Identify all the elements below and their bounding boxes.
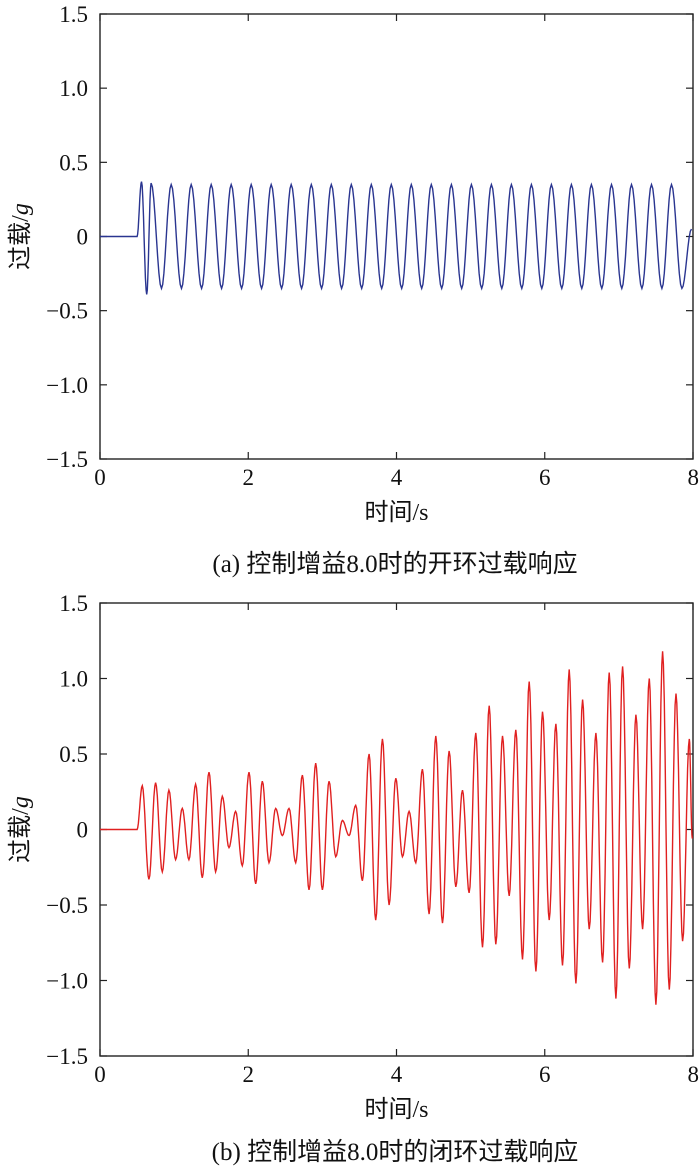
chart-b-series-line	[100, 651, 693, 1005]
chart-b-ytick-label-0: −1.5	[46, 1044, 88, 1069]
chart-b: 0 2 4 6 8 −1.5 −1.0 −0.5 0 0.5 1.0 1.5 时…	[7, 591, 699, 1166]
chart-a-ytick-label-5: 1.0	[59, 76, 88, 101]
chart-a-xtick-label-4: 8	[688, 465, 700, 490]
chart-b-y-axis-label-main: 过载/	[7, 808, 34, 863]
chart-a-series-line	[100, 181, 693, 295]
chart-a-ytick-label-6: 1.5	[59, 2, 88, 27]
chart-a-y-axis-label-main: 过载/	[7, 215, 34, 270]
chart-a-ytick-label-3: 0	[77, 225, 89, 250]
chart-b-xtick-label-0: 0	[94, 1062, 106, 1087]
chart-a-xtick-label-0: 0	[94, 465, 106, 490]
chart-a-caption: (a) 控制增益8.0时的开环过载响应	[212, 550, 577, 578]
chart-a-x-axis-label: 时间/s	[364, 499, 428, 526]
chart-a-y-axis-label: 过载/g	[7, 203, 34, 270]
chart-a-ytick-labels: −1.5 −1.0 −0.5 0 0.5 1.0 1.5	[46, 2, 88, 472]
chart-b-ytick-labels: −1.5 −1.0 −0.5 0 0.5 1.0 1.5	[46, 591, 88, 1069]
chart-b-xtick-label-2: 4	[391, 1062, 403, 1087]
chart-b-xtick-labels: 0 2 4 6 8	[94, 1062, 699, 1087]
chart-b-ytick-label-2: −0.5	[46, 893, 88, 918]
chart-a-ytick-label-0: −1.5	[46, 447, 88, 472]
chart-b-ytick-label-3: 0	[77, 818, 89, 843]
chart-b-xtick-label-3: 6	[539, 1062, 551, 1087]
chart-b-frame	[99, 602, 694, 1057]
chart-a-xtick-label-3: 6	[539, 465, 551, 490]
chart-b-y-axis-label-unit: g	[8, 796, 34, 808]
chart-b-ytick-label-4: 0.5	[59, 742, 88, 767]
chart-a-ytick-label-1: −1.0	[46, 373, 88, 398]
chart-b-caption: (b) 控制增益8.0时的闭环过载响应	[212, 1138, 579, 1166]
chart-b-ytick-label-5: 1.0	[59, 667, 88, 692]
chart-a-ytick-label-4: 0.5	[59, 150, 88, 175]
chart-a-xtick-label-1: 2	[243, 465, 255, 490]
chart-a-y-axis-label-unit: g	[8, 203, 34, 215]
chart-b-ytick-label-6: 1.5	[59, 591, 88, 616]
chart-b-y-axis-label: 过载/g	[7, 796, 34, 863]
chart-b-x-axis-label: 时间/s	[364, 1096, 428, 1123]
chart-b-ytick-label-1: −1.0	[46, 969, 88, 994]
chart-b-ticks	[99, 602, 694, 1057]
chart-b-xtick-label-4: 8	[688, 1062, 700, 1087]
chart-a-xtick-labels: 0 2 4 6 8	[94, 465, 699, 490]
chart-a-xtick-label-2: 4	[391, 465, 403, 490]
chart-a: 0 2 4 6 8 −1.5 −1.0 −0.5 0 0.5 1.0 1.5 时…	[7, 2, 699, 578]
chart-a-ytick-label-2: −0.5	[46, 299, 88, 324]
chart-b-xtick-label-1: 2	[243, 1062, 255, 1087]
